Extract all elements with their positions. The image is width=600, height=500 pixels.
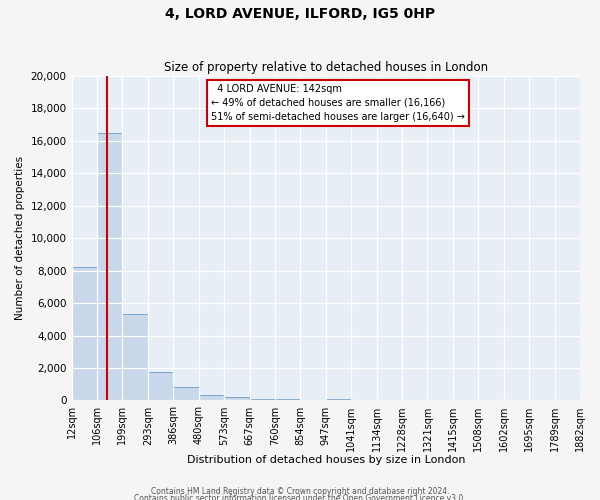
Text: Contains public sector information licensed under the Open Government Licence v3: Contains public sector information licen…	[134, 494, 466, 500]
Bar	[199, 396, 224, 400]
Bar	[173, 388, 199, 400]
Bar	[275, 399, 300, 400]
Bar	[122, 314, 148, 400]
Bar	[148, 372, 173, 400]
Bar	[71, 268, 97, 400]
Title: Size of property relative to detached houses in London: Size of property relative to detached ho…	[164, 62, 488, 74]
X-axis label: Distribution of detached houses by size in London: Distribution of detached houses by size …	[187, 455, 465, 465]
Bar	[224, 396, 250, 400]
Bar	[250, 398, 275, 400]
Y-axis label: Number of detached properties: Number of detached properties	[15, 156, 25, 320]
Text: 4 LORD AVENUE: 142sqm
← 49% of detached houses are smaller (16,166)
51% of semi-: 4 LORD AVENUE: 142sqm ← 49% of detached …	[211, 84, 465, 122]
Text: Contains HM Land Registry data © Crown copyright and database right 2024.: Contains HM Land Registry data © Crown c…	[151, 487, 449, 496]
Text: 4, LORD AVENUE, ILFORD, IG5 0HP: 4, LORD AVENUE, ILFORD, IG5 0HP	[165, 8, 435, 22]
Bar	[97, 132, 122, 400]
Bar	[326, 399, 351, 400]
